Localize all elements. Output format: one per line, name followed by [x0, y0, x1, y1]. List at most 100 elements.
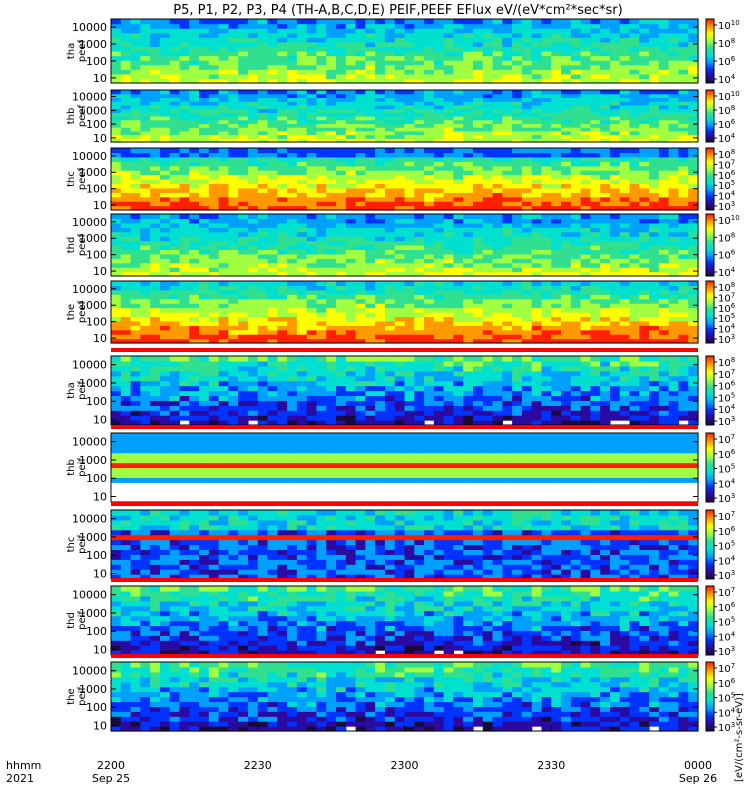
heatmap-cell: [629, 41, 640, 48]
heatmap-cell: [267, 390, 278, 397]
heatmap-cell: [492, 360, 503, 367]
heatmap-cell: [228, 179, 239, 185]
heatmap-cell: [639, 262, 650, 268]
heatmap-cell: [658, 267, 670, 273]
heatmap-cell: [257, 258, 269, 264]
heatmap-cell: [218, 334, 229, 340]
heatmap-cell: [306, 170, 318, 176]
colorbar-exponent: 6: [731, 118, 736, 126]
heatmap-cell: [541, 90, 552, 95]
heatmap-cell: [277, 23, 288, 29]
heatmap-cell: [120, 201, 132, 207]
heatmap-cell: [277, 192, 288, 198]
heatmap-cell: [394, 64, 406, 70]
heatmap-cell: [668, 329, 680, 335]
heatmap-cell: [463, 112, 474, 117]
colorbar-exponent: 4: [731, 132, 736, 140]
heatmap-cell: [159, 420, 171, 426]
heatmap-cell: [443, 152, 455, 158]
heatmap-cell: [414, 69, 425, 75]
heatmap-cell: [561, 320, 572, 326]
heatmap-cell: [561, 271, 572, 277]
heatmap-cell: [570, 51, 582, 57]
heatmap-cell: [365, 23, 376, 29]
heatmap-cell: [629, 108, 640, 113]
heatmap-cell: [111, 400, 122, 406]
heatmap-cell: [287, 258, 298, 264]
heatmap-cell: [463, 294, 474, 300]
heatmap-cell: [277, 356, 288, 362]
heatmap-cell: [326, 152, 337, 158]
heatmap-cell: [658, 329, 670, 335]
heatmap-cell: [482, 192, 494, 198]
heatmap-cell: [150, 104, 161, 110]
heatmap-cell: [482, 179, 494, 185]
heatmap-cell: [404, 258, 415, 264]
heatmap-cell: [159, 148, 171, 154]
heatmap-cell: [336, 385, 347, 392]
heatmap-cell: [443, 385, 455, 392]
heatmap-cell: [169, 134, 181, 139]
heatmap-cell: [629, 112, 640, 117]
heatmap-cell: [404, 245, 415, 251]
heatmap-cell: [580, 138, 591, 143]
heatmap-cell: [267, 205, 278, 211]
heatmap-cell: [492, 307, 503, 313]
heatmap-cell: [247, 334, 259, 340]
heatmap-cell: [336, 236, 347, 242]
heatmap-cell: [189, 187, 200, 193]
heatmap-cell: [531, 385, 543, 392]
heatmap-cell: [140, 19, 151, 25]
heatmap-cell: [658, 303, 670, 309]
heatmap-cell: [590, 298, 601, 304]
heatmap-cell: [169, 285, 181, 291]
heatmap-cell: [521, 134, 533, 139]
heatmap-cell: [433, 307, 445, 313]
heatmap-cell: [150, 127, 161, 132]
heatmap-cell: [199, 60, 210, 66]
heatmap-cell: [658, 116, 670, 121]
heatmap-cell: [629, 90, 640, 95]
heatmap-cell: [228, 420, 239, 426]
heatmap-cell: [551, 303, 562, 309]
heatmap-cell: [355, 405, 366, 411]
heatmap-cell: [306, 356, 318, 362]
heatmap-cell: [169, 161, 181, 167]
heatmap-cell: [238, 156, 249, 162]
heatmap-cell: [629, 97, 640, 102]
heatmap-cell: [238, 138, 249, 143]
heatmap-cell: [424, 19, 435, 25]
heatmap-cell: [277, 41, 288, 48]
heatmap-cell: [463, 55, 474, 61]
heatmap-cell: [267, 307, 278, 313]
tha_peef-frame: [110, 18, 699, 84]
heatmap-cell: [492, 119, 503, 125]
heatmap-cell: [150, 192, 161, 198]
heatmap-cell: [394, 245, 406, 251]
heatmap-cell: [345, 28, 357, 34]
heatmap-cell: [443, 294, 455, 300]
heatmap-cell: [179, 385, 190, 392]
heatmap-cell: [609, 329, 621, 335]
heatmap-cell: [277, 307, 288, 313]
heatmap-cell: [551, 245, 562, 251]
heatmap-cell: [639, 227, 650, 233]
heatmap-cell: [649, 289, 660, 295]
heatmap-cell: [169, 170, 181, 176]
heatmap-cell: [306, 236, 318, 242]
heatmap-cell: [609, 320, 621, 326]
heatmap-cell: [199, 380, 210, 387]
heatmap-cell: [521, 312, 533, 318]
heatmap-cell: [355, 152, 366, 158]
heatmap-cell: [130, 303, 141, 309]
heatmap-cell: [404, 37, 415, 43]
heatmap-cell: [502, 51, 513, 57]
heatmap-cell: [111, 60, 122, 66]
heatmap-cell: [306, 201, 318, 207]
heatmap-cell: [218, 356, 229, 362]
heatmap-cell: [502, 240, 513, 246]
heatmap-cell: [140, 334, 151, 340]
heatmap-cell: [355, 420, 366, 426]
heatmap-cell: [218, 32, 229, 38]
heatmap-cell: [639, 320, 650, 326]
